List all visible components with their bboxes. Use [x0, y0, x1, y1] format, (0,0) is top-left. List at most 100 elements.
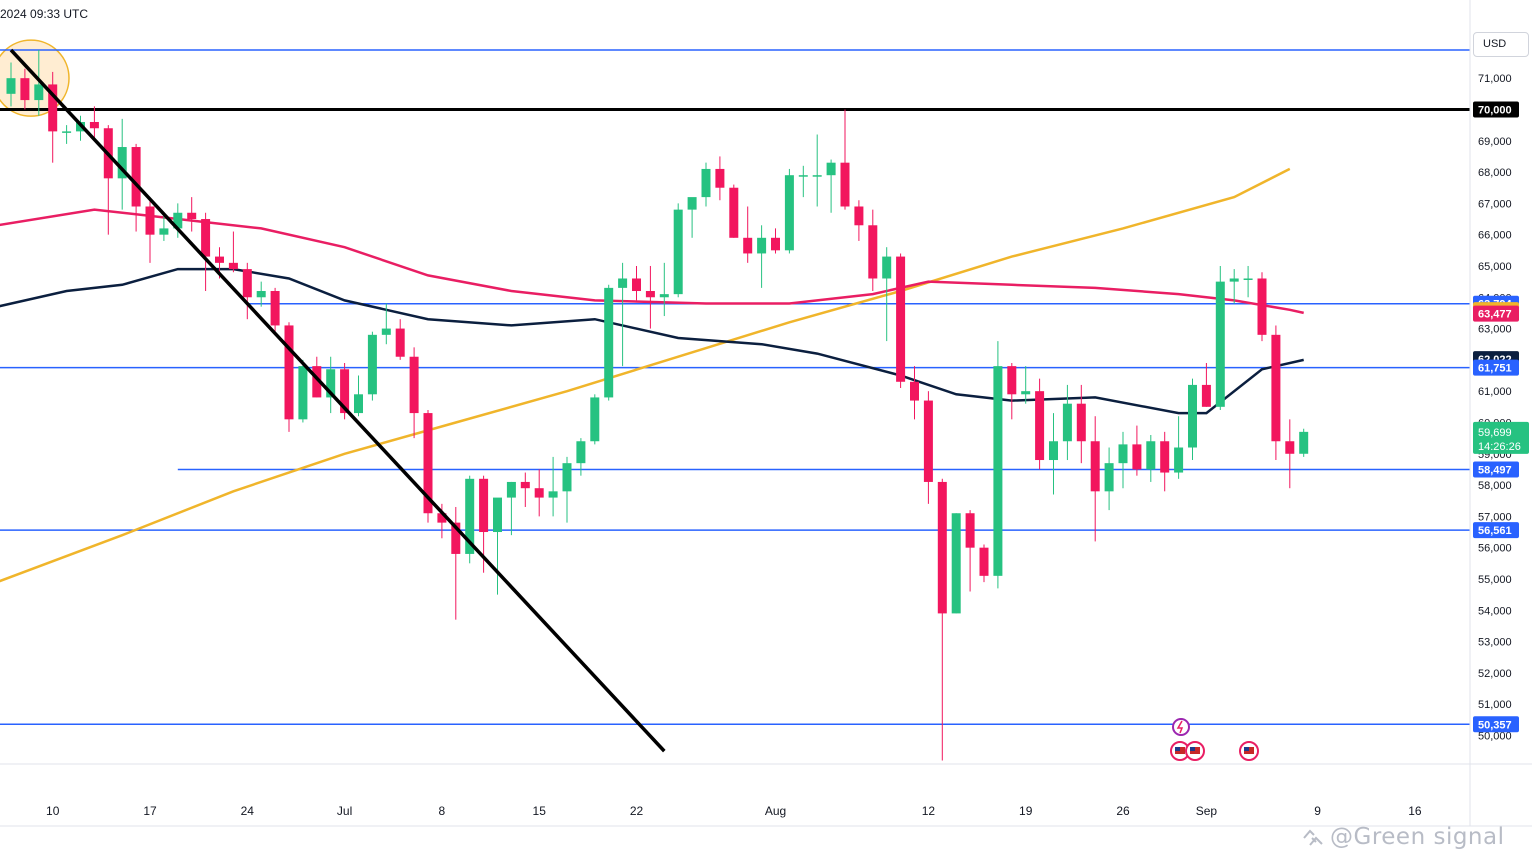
watermark-logo-icon [1303, 829, 1323, 846]
price-label-text: 58,497 [1478, 465, 1512, 477]
candle-body [965, 513, 975, 548]
candle-body [590, 397, 600, 442]
price-tick-label: 56,000 [1478, 543, 1512, 555]
candle-body [312, 366, 322, 398]
candle-body [215, 256, 224, 263]
candle-body [604, 287, 614, 398]
candle-body [923, 400, 933, 482]
price-tick-label: 65,000 [1478, 261, 1512, 273]
candle-body [1243, 278, 1253, 280]
candle-body [1118, 444, 1128, 464]
candle-body [1299, 431, 1309, 454]
candle-body [1285, 441, 1295, 454]
candle-body [784, 175, 794, 251]
moving-average-line [0, 208, 1304, 315]
candle-body [659, 294, 669, 298]
candle-body [423, 413, 433, 514]
candle-body [284, 325, 294, 420]
candle-body [910, 381, 919, 401]
candle-body [701, 168, 711, 198]
candle-body [1132, 444, 1142, 470]
candle-body [520, 481, 530, 489]
candle-body [576, 441, 586, 464]
price-label-box [1473, 101, 1519, 118]
price-label-box [1473, 716, 1519, 733]
price-label-text: 56,561 [1478, 525, 1512, 537]
candle-body [534, 488, 544, 498]
candle-body [1201, 384, 1211, 407]
price-tick-label: 57,000 [1478, 511, 1512, 523]
candle-body [1174, 447, 1184, 473]
plot-area [0, 39, 1470, 761]
time-tick-label: 15 [533, 804, 547, 818]
candle-body [1104, 463, 1114, 492]
candle-body [367, 334, 377, 395]
candle-body [326, 369, 336, 398]
time-tick-label: 26 [1116, 804, 1130, 818]
current-price-box [1473, 421, 1529, 454]
candle-body [687, 197, 697, 210]
candle-body [812, 175, 822, 177]
candle-body [757, 237, 767, 254]
price-tick-label: 69,000 [1478, 136, 1512, 148]
candle-body [798, 175, 808, 177]
candle-body [340, 369, 350, 414]
candle-body [632, 278, 641, 292]
price-tick-label: 50,000 [1478, 730, 1512, 742]
candle-body [493, 497, 502, 533]
price-tick-label: 52,000 [1478, 668, 1512, 680]
candle-body [1215, 281, 1225, 407]
candle-body [131, 147, 141, 207]
price-tick-label: 54,000 [1478, 605, 1512, 617]
candle-body [868, 225, 878, 279]
candle-body [48, 84, 58, 132]
candle-body [715, 168, 725, 188]
price-label-box [1473, 359, 1519, 376]
time-tick-label: Aug [765, 804, 786, 818]
time-tick-label: 16 [1408, 804, 1422, 818]
moving-average-line [0, 267, 1304, 415]
candle-body [1007, 366, 1017, 395]
time-tick-label: 12 [922, 804, 936, 818]
price-label-text: 61,751 [1478, 363, 1512, 375]
candle-body [1076, 403, 1086, 442]
price-tick-label: 67,000 [1478, 198, 1512, 210]
time-tick-label: 19 [1019, 804, 1033, 818]
candle-body [201, 219, 211, 257]
candle-body [479, 478, 489, 533]
candle-body [1257, 278, 1267, 335]
price-tick-label: 53,000 [1478, 637, 1512, 649]
candle-body [1090, 441, 1100, 492]
candle-body [89, 121, 99, 129]
time-tick-label: 10 [46, 804, 60, 818]
candle-body [354, 394, 363, 414]
candle-body [937, 481, 947, 614]
chart-timestamp: 2024 09:33 UTC [0, 7, 89, 21]
time-tick-label: 9 [1314, 804, 1321, 818]
candle-body [173, 212, 183, 229]
candle-body [62, 131, 72, 133]
price-tick-label: 66,000 [1478, 230, 1512, 242]
time-tick-label: 24 [241, 804, 255, 818]
time-tick-label: 17 [143, 804, 157, 818]
candle-body [1160, 441, 1170, 473]
candle-body [298, 366, 308, 420]
candle-body [896, 256, 906, 382]
price-tick-label: 61,000 [1478, 386, 1512, 398]
candle-body [159, 228, 169, 235]
candle-body [826, 162, 836, 176]
candle-body [993, 366, 1003, 576]
candle-body [451, 522, 461, 554]
candle-body [645, 291, 655, 298]
time-tick-label: 22 [630, 804, 644, 818]
candle-body [6, 78, 16, 94]
currency-button[interactable]: USD [1473, 32, 1529, 57]
current-price-text: 59,699 [1478, 427, 1512, 439]
candle-body [882, 256, 892, 279]
time-tick-label: 8 [439, 804, 446, 818]
candle-body [465, 478, 475, 554]
price-tick-label: 51,000 [1478, 699, 1512, 711]
candle-body [228, 262, 238, 270]
price-tick-label: 58,000 [1478, 480, 1512, 492]
